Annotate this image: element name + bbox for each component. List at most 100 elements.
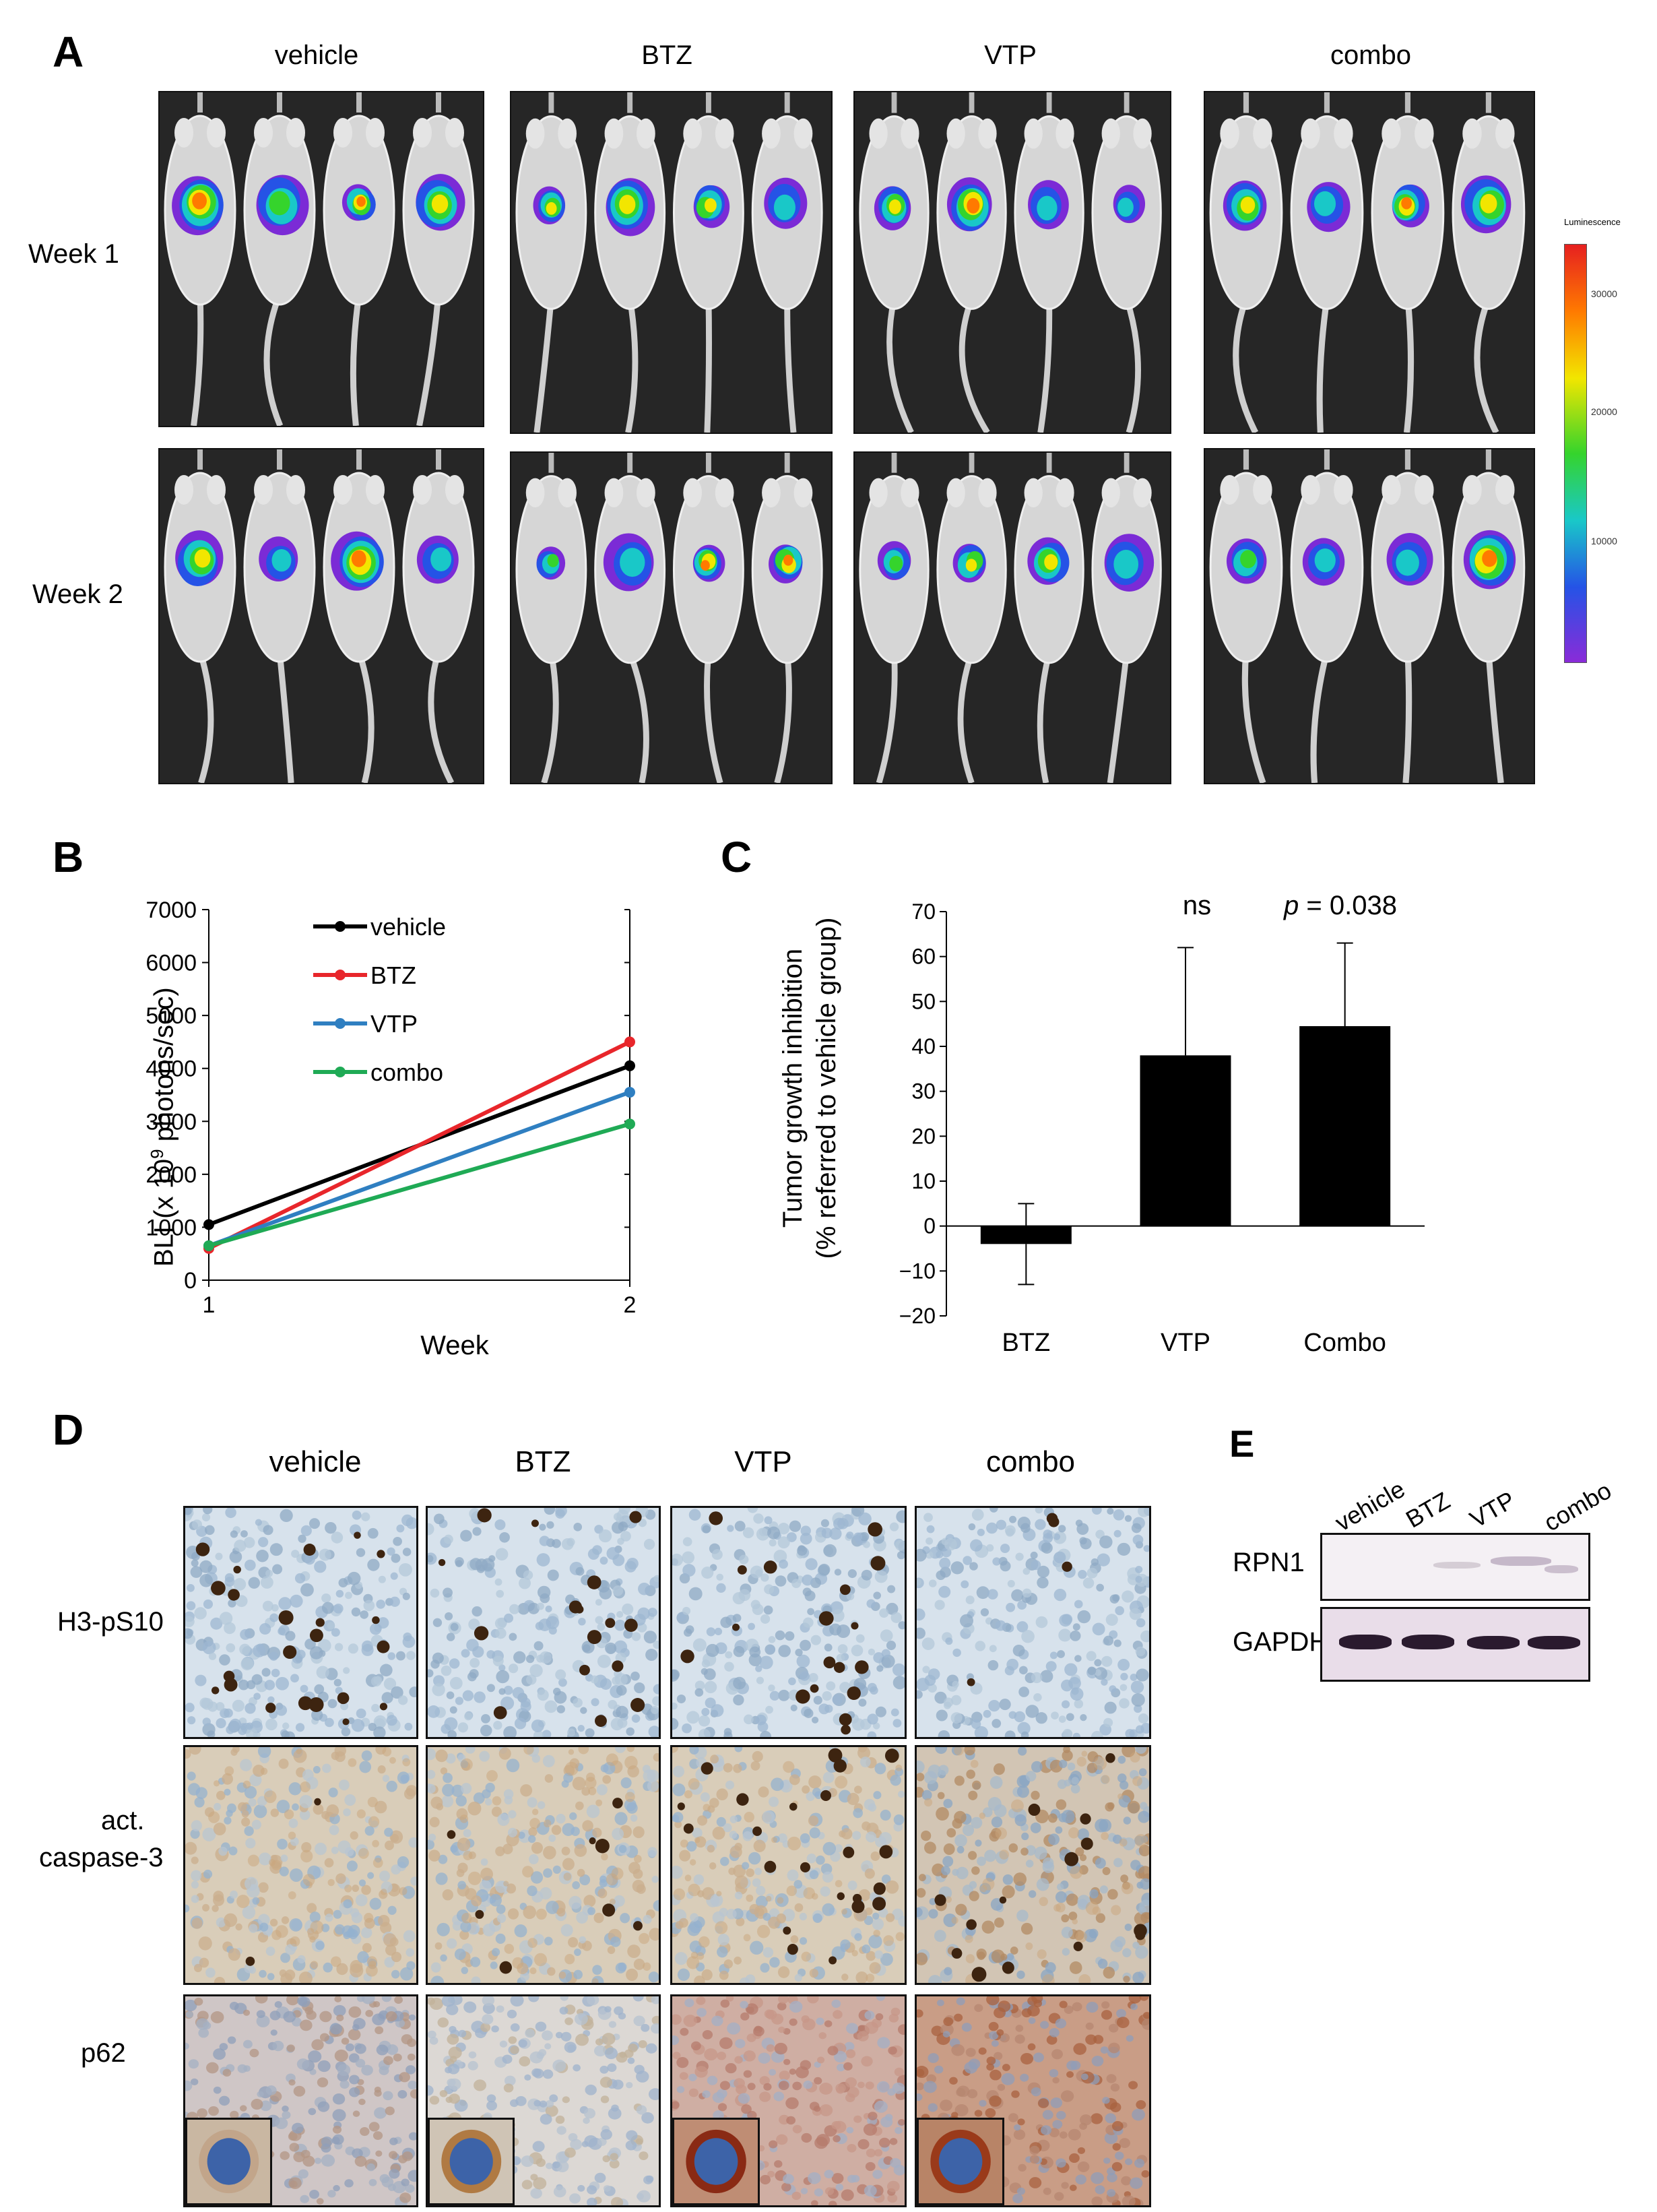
cell-nucleus <box>980 1608 989 1616</box>
cell-nucleus <box>868 1934 882 1949</box>
cell-nucleus <box>1074 1655 1082 1662</box>
cell-nucleus <box>1020 2073 1029 2082</box>
cell-nucleus <box>1061 2182 1069 2189</box>
cell-nucleus <box>878 2137 890 2148</box>
mouse-paw <box>286 118 305 148</box>
cell-nucleus <box>964 2061 978 2074</box>
cell-nucleus <box>199 1957 209 1968</box>
cell-nucleus <box>334 1996 342 2002</box>
cell-nucleus <box>343 1899 352 1909</box>
cell-nucleus <box>600 2129 612 2140</box>
stain-patch <box>787 1836 802 1851</box>
cell-nucleus <box>989 1775 1003 1789</box>
stain-patch <box>777 1897 784 1904</box>
cell-nucleus <box>734 1956 742 1965</box>
cell-nucleus <box>698 1715 711 1727</box>
cell-nucleus <box>824 1643 833 1652</box>
cell-nucleus <box>785 1631 795 1641</box>
positive-nucleus <box>245 1956 255 1966</box>
cell-nucleus <box>229 1550 242 1563</box>
cell-nucleus <box>875 1706 886 1717</box>
mouse-paw <box>525 478 545 508</box>
cell-nucleus <box>841 1828 853 1840</box>
mouse-tail <box>350 294 362 426</box>
cell-nucleus <box>1095 1529 1105 1539</box>
cell-nucleus <box>800 1532 812 1545</box>
stain-patch <box>965 1934 973 1943</box>
cell-nucleus <box>1030 1551 1038 1559</box>
cell-nucleus <box>1014 2034 1025 2044</box>
cell-nucleus <box>616 1611 624 1618</box>
cell-nucleus <box>769 1957 780 1968</box>
cell-nucleus <box>457 1837 471 1852</box>
cell-nucleus <box>1053 1533 1061 1540</box>
cell-nucleus <box>689 1940 702 1953</box>
cell-nucleus <box>385 1944 397 1956</box>
cell-nucleus <box>379 2066 389 2075</box>
cell-nucleus <box>314 1684 325 1695</box>
cell-nucleus <box>257 1747 271 1758</box>
cell-nucleus <box>294 1573 306 1584</box>
cell-nucleus <box>331 2137 340 2145</box>
cell-nucleus <box>244 1559 256 1571</box>
cell-nucleus <box>298 1971 313 1983</box>
stain-patch <box>531 1808 539 1816</box>
cell-nucleus <box>256 2015 270 2027</box>
y-tick-label: 1000 <box>145 1215 197 1240</box>
cell-nucleus <box>1018 1747 1027 1756</box>
cell-nucleus <box>607 2063 617 2073</box>
cell-nucleus <box>548 1834 556 1842</box>
cell-nucleus <box>382 1775 390 1782</box>
cell-nucleus <box>755 1714 767 1726</box>
cell-nucleus <box>377 1617 389 1629</box>
blot-band <box>1467 1636 1520 1649</box>
luminescence-signal <box>1401 197 1412 210</box>
cell-nucleus <box>763 1605 773 1615</box>
cell-nucleus <box>264 1680 275 1690</box>
cell-nucleus <box>1029 2145 1040 2155</box>
cell-nucleus <box>1049 2028 1060 2037</box>
cell-nucleus <box>1014 1814 1027 1827</box>
cell-nucleus <box>386 1780 397 1792</box>
cell-nucleus <box>647 1779 659 1792</box>
cell-nucleus <box>789 2000 803 2013</box>
cell-nucleus <box>397 1771 410 1784</box>
ihc-image <box>428 1996 659 2205</box>
cell-nucleus <box>814 2077 822 2085</box>
cell-nucleus <box>1113 1529 1122 1538</box>
cell-nucleus <box>281 1730 290 1737</box>
cell-nucleus <box>521 2180 533 2190</box>
stain-patch <box>459 1814 469 1823</box>
cell-nucleus <box>242 2040 253 2049</box>
cell-nucleus <box>1101 2001 1110 2009</box>
stain-patch <box>463 1850 473 1861</box>
cell-nucleus <box>240 2105 247 2112</box>
mouse-paw <box>1495 118 1515 149</box>
cell-nucleus <box>620 1777 632 1789</box>
cell-nucleus <box>1037 1565 1050 1578</box>
positive-nucleus <box>1080 1813 1091 1825</box>
cell-nucleus <box>828 2201 837 2205</box>
cell-nucleus <box>614 1619 626 1631</box>
cell-nucleus <box>1049 1651 1058 1660</box>
bli-image-btz-week2 <box>510 451 833 784</box>
cell-nucleus <box>429 1997 443 2011</box>
cell-nucleus <box>546 1521 554 1529</box>
cell-nucleus <box>353 2018 366 2029</box>
cell-nucleus <box>829 1527 842 1540</box>
cell-nucleus <box>191 1856 199 1864</box>
cell-nucleus <box>888 2013 899 2023</box>
cell-nucleus <box>317 2101 330 2112</box>
panel-a-letter: A <box>53 28 84 76</box>
cell-nucleus <box>433 1513 445 1525</box>
series-line-combo <box>208 1122 630 1248</box>
cell-nucleus <box>762 1810 775 1824</box>
cell-nucleus <box>467 1801 482 1816</box>
cell-nucleus <box>968 1851 977 1860</box>
cell-nucleus <box>282 2106 289 2112</box>
y-tick-label: 60 <box>911 945 936 969</box>
cell-nucleus <box>436 1922 450 1936</box>
cell-nucleus <box>228 1846 238 1856</box>
positive-nucleus <box>298 1696 313 1711</box>
cell-nucleus <box>269 2011 281 2021</box>
